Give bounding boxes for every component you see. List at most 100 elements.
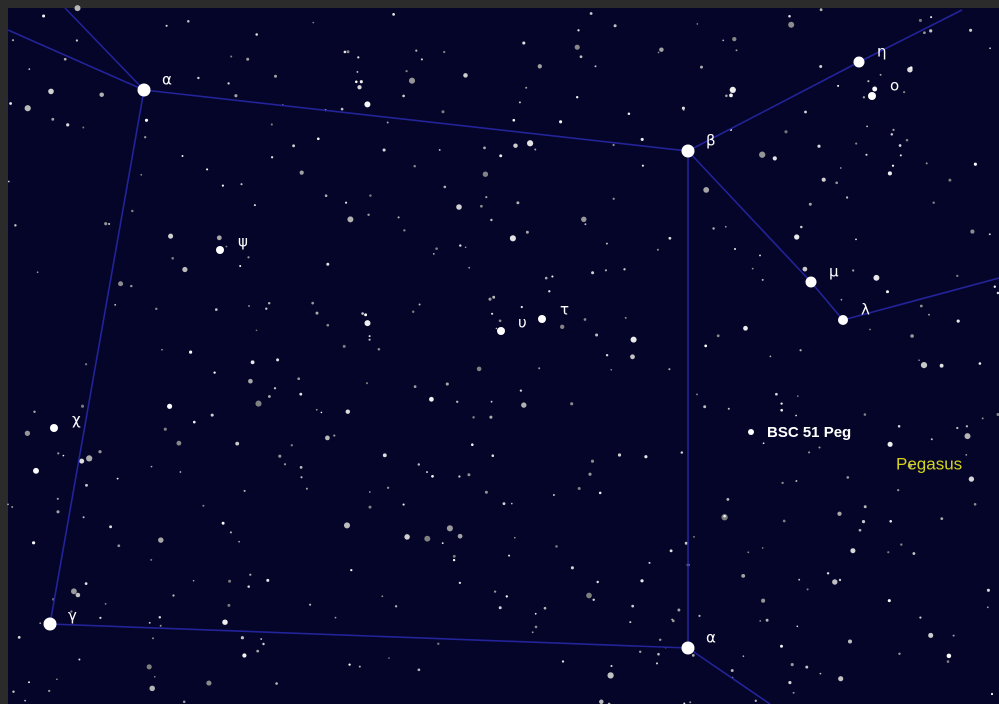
star (516, 201, 520, 205)
star (149, 685, 155, 692)
star (519, 389, 523, 392)
star (297, 377, 301, 381)
star (548, 290, 551, 293)
star (497, 327, 505, 335)
star (62, 454, 65, 457)
star (890, 133, 894, 136)
star (171, 257, 174, 260)
star (805, 276, 817, 288)
star (648, 561, 651, 564)
star (863, 413, 867, 416)
star (657, 51, 660, 54)
star (317, 137, 320, 141)
star (364, 320, 371, 327)
star-label: μ (829, 263, 839, 281)
star (467, 473, 471, 477)
star (855, 142, 858, 145)
star (324, 194, 328, 197)
star (765, 618, 769, 622)
star (599, 699, 604, 704)
star (346, 50, 350, 54)
star (153, 675, 156, 678)
star (840, 298, 843, 301)
star (879, 73, 882, 76)
star (340, 107, 344, 111)
star (260, 638, 263, 640)
star (898, 652, 901, 656)
star (463, 73, 468, 78)
star (505, 595, 508, 598)
star (940, 517, 944, 521)
star (534, 612, 537, 615)
star (265, 307, 268, 310)
star (488, 297, 492, 301)
star (846, 196, 849, 199)
star (229, 531, 232, 534)
star (769, 355, 772, 358)
star (355, 80, 358, 84)
star (964, 433, 971, 440)
star (925, 162, 928, 165)
star (270, 156, 274, 159)
star (12, 690, 15, 693)
star (255, 400, 262, 407)
star (56, 510, 60, 514)
star (402, 94, 405, 98)
star (99, 616, 102, 620)
star (345, 409, 350, 414)
star (7, 180, 10, 183)
star (397, 216, 400, 219)
star (476, 366, 482, 372)
star (402, 503, 405, 506)
star (405, 69, 408, 73)
star (996, 413, 999, 416)
star (418, 303, 421, 306)
star (238, 540, 240, 543)
star (852, 269, 855, 272)
star (56, 678, 58, 681)
star (610, 664, 613, 668)
star (206, 680, 212, 686)
star-label: ψ (238, 233, 248, 251)
star (192, 579, 195, 582)
star (780, 644, 783, 648)
star (832, 579, 838, 585)
named-stars: α β ηο μ λ ψ υ τ χ γ α BSC 51 Peg (43, 43, 899, 655)
star (865, 153, 868, 156)
star (452, 558, 456, 562)
star (796, 395, 799, 397)
star (605, 353, 609, 357)
star (456, 204, 462, 210)
star (315, 311, 319, 315)
star (584, 223, 587, 226)
star (172, 594, 175, 597)
star (168, 233, 174, 239)
star (526, 140, 534, 147)
star (131, 209, 134, 213)
star (342, 344, 346, 348)
star (70, 610, 73, 613)
star (441, 542, 444, 545)
star (484, 490, 488, 494)
star (891, 164, 895, 167)
star (227, 603, 231, 607)
star (742, 655, 745, 657)
star (723, 514, 726, 518)
star (248, 305, 250, 307)
star (42, 14, 46, 18)
star (320, 411, 323, 414)
star (99, 92, 104, 97)
star (850, 548, 856, 554)
star (483, 146, 486, 150)
star (579, 55, 583, 59)
star (970, 229, 975, 234)
star (78, 658, 81, 661)
star (627, 112, 631, 115)
star (464, 246, 467, 249)
star (658, 638, 662, 642)
star (993, 285, 996, 288)
star (48, 88, 54, 95)
star (243, 489, 246, 492)
star (292, 144, 295, 148)
